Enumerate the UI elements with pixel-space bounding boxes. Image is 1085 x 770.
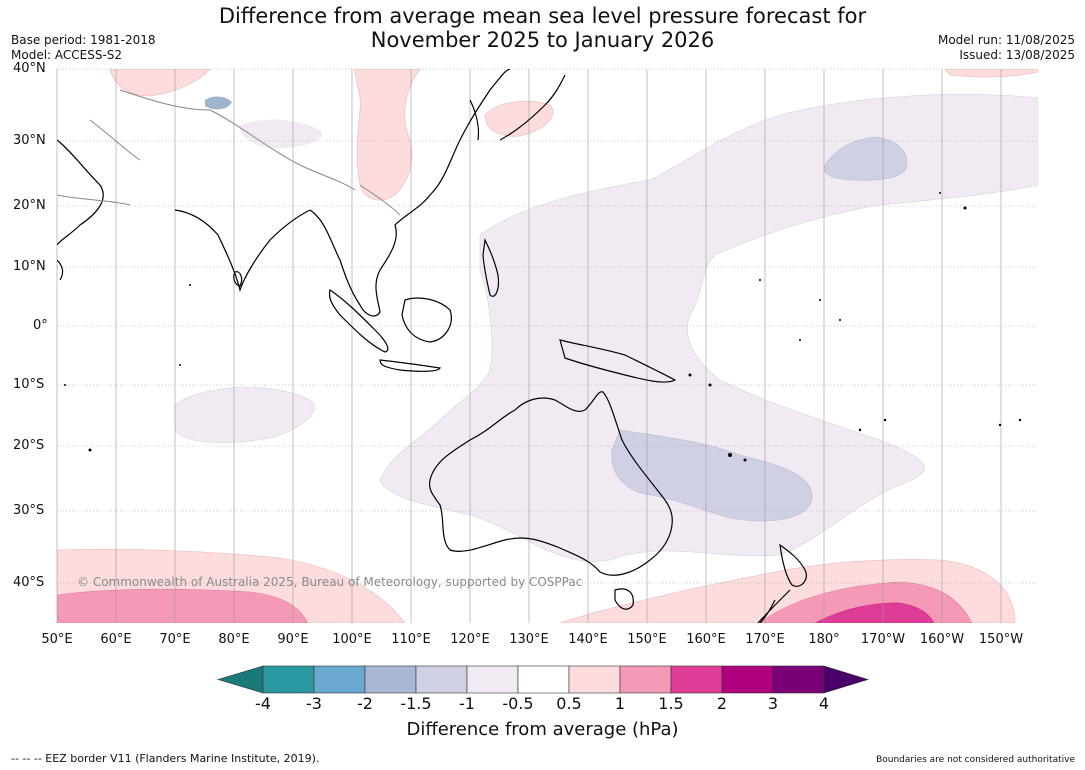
anomaly-region-moderate-positive-south-west bbox=[57, 588, 309, 623]
colorbar-tick-label: -1 bbox=[459, 694, 475, 713]
boundary-disclaimer: Boundaries are not considered authoritat… bbox=[876, 755, 1075, 765]
lon-label-130e: 130°E bbox=[509, 632, 549, 647]
colorbar-segment bbox=[466, 665, 519, 694]
anomaly-region-weak-positive-northeast bbox=[944, 69, 1038, 78]
small-islands bbox=[64, 192, 1022, 462]
lat-label-40n: 40°N bbox=[13, 61, 46, 76]
coast-arabia bbox=[57, 139, 104, 246]
lat-label-10n: 10°N bbox=[13, 259, 46, 274]
coast-japan bbox=[499, 74, 566, 141]
colorbar-segments bbox=[216, 665, 870, 694]
coast-korea bbox=[469, 99, 480, 141]
lon-label-170w: 170°W bbox=[860, 632, 906, 647]
coast-borneo bbox=[401, 297, 452, 343]
coast-sumatra bbox=[328, 289, 389, 353]
pressure-anomaly-map bbox=[56, 68, 1038, 623]
anomaly-region-moderate-negative-pacific bbox=[823, 136, 908, 181]
lat-label-30s: 30°S bbox=[13, 503, 45, 518]
colorbar-tick-label: 3 bbox=[767, 694, 779, 713]
base-period: Base period: 1981-2018 bbox=[11, 33, 156, 47]
lon-label-120e: 120°E bbox=[450, 632, 490, 647]
coast-tasmania bbox=[614, 588, 634, 610]
colorbar-segment bbox=[517, 665, 570, 694]
colorbar-segment bbox=[364, 665, 417, 694]
title-line-1: Difference from average mean sea level p… bbox=[218, 4, 867, 28]
eez-legend: -- -- -- EEZ border V11 (Flanders Marine… bbox=[11, 752, 320, 765]
colorbar-extend-low bbox=[216, 665, 264, 694]
lon-label-110e: 110°E bbox=[391, 632, 431, 647]
colorbar-extend-high bbox=[823, 665, 870, 694]
coast-new-guinea bbox=[559, 339, 677, 383]
issued-date: Issued: 13/08/2025 bbox=[959, 48, 1075, 62]
colorbar-tick-label: -4 bbox=[255, 694, 271, 713]
anomaly-region-weak-negative bbox=[379, 94, 1038, 562]
coast-india bbox=[174, 209, 311, 293]
country-borders bbox=[57, 89, 401, 216]
map-copyright: © Commonwealth of Australia 2025, Bureau… bbox=[77, 575, 583, 589]
colorbar-tick-label: 2 bbox=[716, 694, 728, 713]
chart-title: Difference from average mean sea level p… bbox=[0, 4, 1085, 52]
anomaly-region-weak-negative-indian bbox=[174, 387, 315, 443]
lon-label-160e: 160°E bbox=[686, 632, 726, 647]
lat-label-20n: 20°N bbox=[13, 198, 46, 213]
colorbar-tick-label: -1.5 bbox=[400, 694, 432, 713]
lon-label-60e: 60°E bbox=[100, 632, 132, 647]
lon-label-150e: 150°E bbox=[627, 632, 667, 647]
colorbar bbox=[216, 665, 870, 694]
colorbar-segment bbox=[772, 665, 825, 694]
lat-label-20s: 20°S bbox=[13, 438, 45, 453]
map-meridians bbox=[56, 69, 1002, 623]
meta-left: Base period: 1981-2018 Model: ACCESS-S2 bbox=[11, 33, 156, 63]
colorbar-tick-label: 1 bbox=[614, 694, 626, 713]
colorbar-label: Difference from average (hPa) bbox=[406, 719, 679, 740]
lon-label-180: 180° bbox=[808, 632, 840, 647]
colorbar-segment bbox=[262, 665, 315, 694]
coast-new-zealand-north bbox=[779, 543, 807, 587]
anomaly-region-strong-positive-south-east bbox=[814, 602, 935, 623]
coast-africa-horn bbox=[57, 259, 64, 281]
lon-label-50e: 50°E bbox=[41, 632, 73, 647]
lat-label-30n: 30°N bbox=[13, 133, 46, 148]
coast-philippines bbox=[482, 237, 500, 297]
colorbar-tick-label: 1.5 bbox=[658, 694, 684, 713]
coast-se-asia bbox=[309, 69, 511, 317]
lat-label-40s: 40°S bbox=[13, 575, 45, 590]
lon-label-80e: 80°E bbox=[218, 632, 250, 647]
colorbar-segment bbox=[721, 665, 774, 694]
colorbar-tick-label: 4 bbox=[818, 694, 830, 713]
colorbar-segment bbox=[670, 665, 723, 694]
anomaly-region-weak-positive-japan bbox=[484, 100, 554, 137]
anomaly-fields bbox=[57, 69, 1038, 623]
meta-right: Model run: 11/08/2025 Issued: 13/08/2025 bbox=[938, 33, 1075, 63]
lon-label-140e: 140°E bbox=[568, 632, 608, 647]
lon-label-170e: 170°E bbox=[745, 632, 785, 647]
lon-label-90e: 90°E bbox=[277, 632, 309, 647]
lon-label-100e: 100°E bbox=[332, 632, 372, 647]
colorbar-tick-label: -3 bbox=[306, 694, 322, 713]
coast-sri-lanka bbox=[233, 271, 243, 287]
lat-label-10s: 10°S bbox=[13, 377, 45, 392]
model-name: Model: ACCESS-S2 bbox=[11, 48, 123, 62]
colorbar-tick-label: 0.5 bbox=[556, 694, 582, 713]
coast-java bbox=[379, 359, 441, 372]
coast-australia bbox=[428, 391, 673, 576]
colorbar-tick-label: -0.5 bbox=[502, 694, 534, 713]
anomaly-region-weak-positive-north bbox=[109, 69, 211, 97]
lat-label-0: 0° bbox=[33, 318, 48, 333]
colorbar-segment bbox=[313, 665, 366, 694]
lon-label-150w: 150°W bbox=[978, 632, 1024, 647]
anomaly-region-himalaya bbox=[205, 96, 232, 110]
colorbar-segment bbox=[415, 665, 468, 694]
colorbar-segment bbox=[568, 665, 621, 694]
title-line-2: November 2025 to January 2026 bbox=[370, 28, 715, 52]
anomaly-region-moderate-negative-australia bbox=[611, 429, 813, 522]
model-run: Model run: 11/08/2025 bbox=[937, 33, 1075, 47]
coast-new-zealand-south bbox=[757, 589, 791, 623]
lon-label-70e: 70°E bbox=[159, 632, 191, 647]
anomaly-region-weak-positive-china bbox=[354, 69, 421, 201]
colorbar-segment bbox=[619, 665, 672, 694]
colorbar-tick-label: -2 bbox=[357, 694, 373, 713]
coastlines bbox=[57, 69, 807, 623]
lon-label-160w: 160°W bbox=[919, 632, 965, 647]
